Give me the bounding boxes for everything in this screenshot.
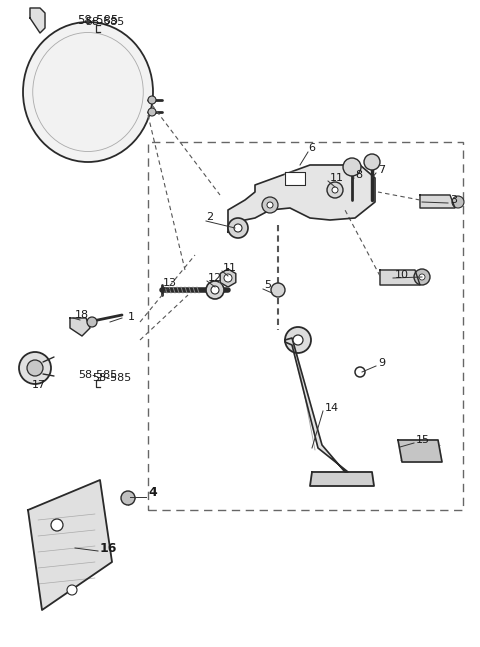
Circle shape xyxy=(51,519,63,531)
Text: 15: 15 xyxy=(416,435,430,445)
Circle shape xyxy=(419,274,425,280)
Polygon shape xyxy=(398,440,442,462)
Text: 13: 13 xyxy=(163,278,177,288)
Circle shape xyxy=(87,317,97,327)
Text: 58-585: 58-585 xyxy=(85,17,125,27)
Text: 1: 1 xyxy=(128,312,135,322)
Circle shape xyxy=(234,224,242,232)
Text: 17: 17 xyxy=(32,380,46,390)
Circle shape xyxy=(332,187,338,193)
Polygon shape xyxy=(30,8,45,33)
Text: 7: 7 xyxy=(378,165,385,175)
Circle shape xyxy=(267,202,273,208)
Text: 58-585: 58-585 xyxy=(78,370,118,380)
Text: 58-585: 58-585 xyxy=(77,14,119,27)
Text: 9: 9 xyxy=(378,358,385,368)
Circle shape xyxy=(285,327,311,353)
Circle shape xyxy=(206,281,224,299)
Polygon shape xyxy=(380,270,420,285)
Circle shape xyxy=(452,196,464,208)
Circle shape xyxy=(19,352,51,384)
Circle shape xyxy=(343,158,361,176)
Text: 14: 14 xyxy=(325,403,339,413)
Circle shape xyxy=(228,218,248,238)
Polygon shape xyxy=(310,472,374,486)
Circle shape xyxy=(355,367,365,377)
Circle shape xyxy=(327,182,343,198)
Circle shape xyxy=(211,286,219,294)
Circle shape xyxy=(27,360,43,376)
Circle shape xyxy=(262,197,278,213)
Polygon shape xyxy=(285,172,305,185)
Text: 11: 11 xyxy=(330,173,344,183)
Circle shape xyxy=(121,491,135,505)
Text: 6: 6 xyxy=(308,143,315,153)
Circle shape xyxy=(148,108,156,116)
Text: 16: 16 xyxy=(100,542,118,554)
Text: 5: 5 xyxy=(264,280,271,290)
Text: 58-585: 58-585 xyxy=(92,373,132,383)
Text: 3: 3 xyxy=(450,195,457,205)
Ellipse shape xyxy=(23,22,153,162)
Circle shape xyxy=(224,274,232,282)
Circle shape xyxy=(148,96,156,104)
Polygon shape xyxy=(285,338,348,472)
Text: 8: 8 xyxy=(355,170,362,180)
Polygon shape xyxy=(70,318,90,336)
Text: 4: 4 xyxy=(148,487,157,499)
Text: 11: 11 xyxy=(223,263,237,273)
Polygon shape xyxy=(28,480,112,610)
Text: 2: 2 xyxy=(206,212,213,222)
Polygon shape xyxy=(220,269,236,287)
Circle shape xyxy=(271,283,285,297)
Text: 10: 10 xyxy=(395,270,409,280)
Text: 18: 18 xyxy=(75,310,89,320)
Circle shape xyxy=(414,269,430,285)
Bar xyxy=(148,142,463,510)
Polygon shape xyxy=(420,195,455,208)
Text: 12: 12 xyxy=(208,273,222,283)
Polygon shape xyxy=(228,165,375,232)
Circle shape xyxy=(67,585,77,595)
Circle shape xyxy=(293,335,303,345)
Circle shape xyxy=(364,154,380,170)
